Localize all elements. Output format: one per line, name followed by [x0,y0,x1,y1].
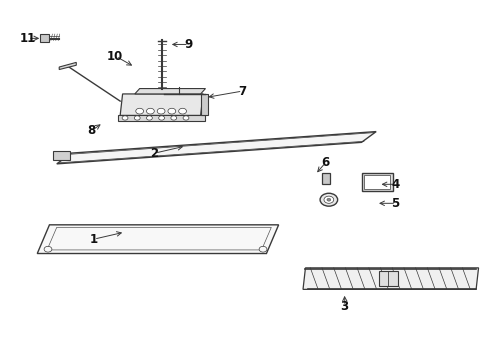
Circle shape [326,198,330,201]
Circle shape [178,108,186,114]
Bar [364,175,389,189]
Polygon shape [40,35,49,41]
Text: 7: 7 [238,85,245,98]
Circle shape [167,108,175,114]
Bar [53,151,70,160]
Polygon shape [37,225,278,253]
Text: 2: 2 [150,147,158,159]
Circle shape [146,116,152,120]
Text: 10: 10 [107,50,123,63]
Polygon shape [135,89,205,94]
Text: 1: 1 [89,233,97,246]
Text: 11: 11 [20,32,36,45]
Circle shape [183,116,188,120]
Bar [321,173,330,184]
Circle shape [136,108,143,114]
Circle shape [170,116,176,120]
Bar [361,173,392,192]
Circle shape [146,108,154,114]
Polygon shape [120,94,203,116]
Text: 5: 5 [391,197,399,210]
Circle shape [134,116,140,120]
Circle shape [157,108,164,114]
Text: 8: 8 [86,124,95,138]
Text: 9: 9 [184,38,192,51]
Text: 6: 6 [320,156,328,169]
Polygon shape [303,268,478,289]
Polygon shape [200,94,207,116]
Circle shape [122,116,128,120]
Circle shape [259,246,266,252]
Circle shape [320,193,337,206]
Polygon shape [57,132,375,164]
Circle shape [44,246,52,252]
Polygon shape [378,271,397,286]
Text: 3: 3 [340,300,348,313]
Polygon shape [47,227,271,250]
Text: 4: 4 [391,178,399,191]
Polygon shape [59,62,76,69]
Circle shape [324,196,333,203]
Polygon shape [118,116,205,121]
Circle shape [158,116,164,120]
